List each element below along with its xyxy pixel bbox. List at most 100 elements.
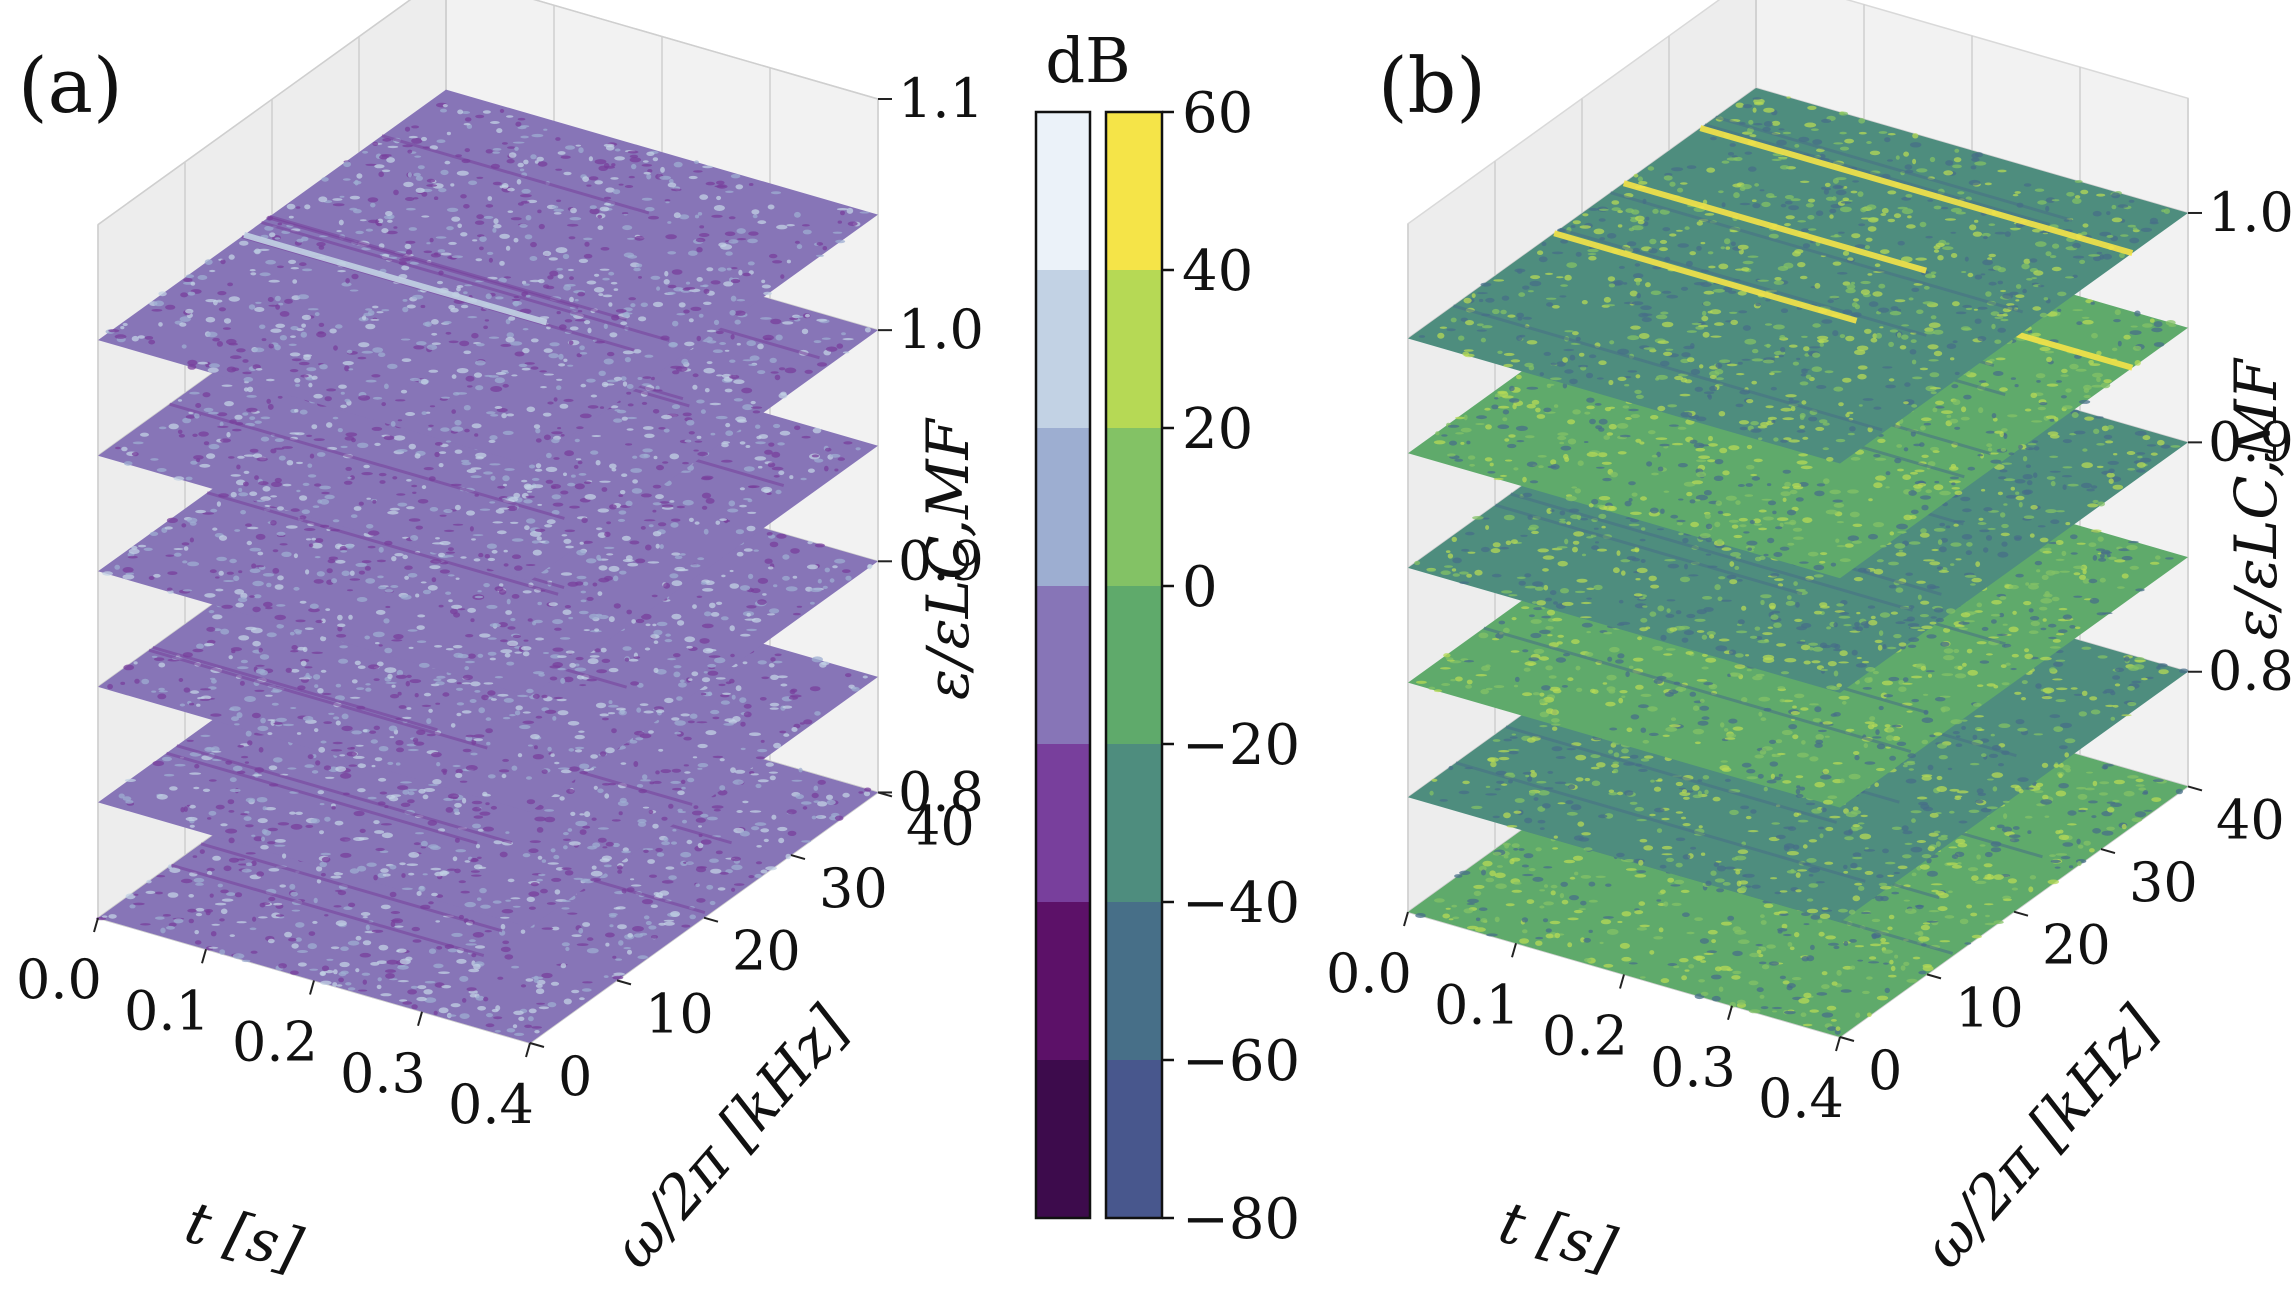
- slice-speckle: [271, 481, 282, 487]
- slice-speckle: [470, 752, 478, 756]
- slice-speckle: [476, 214, 484, 220]
- slice-speckle: [730, 653, 735, 658]
- slice-speckle: [723, 723, 734, 726]
- slice-speckle: [587, 845, 597, 850]
- slice-speckle: [560, 963, 567, 969]
- slice-speckle: [664, 697, 674, 704]
- slice-speckle: [732, 779, 744, 785]
- slice-speckle: [258, 916, 268, 919]
- slice-speckle: [407, 799, 415, 804]
- slice-speckle: [451, 216, 461, 222]
- slice-speckle: [489, 623, 501, 628]
- slice-speckle: [346, 349, 353, 354]
- slice-speckle: [404, 565, 413, 570]
- slice-speckle: [208, 946, 219, 949]
- slice-speckle: [590, 870, 603, 877]
- slice-speckle: [817, 779, 826, 785]
- slice-speckle: [376, 559, 386, 563]
- slice-speckle: [473, 815, 484, 819]
- slice-speckle: [749, 810, 762, 813]
- slice-speckle: [195, 882, 204, 886]
- slice-speckle: [262, 486, 271, 492]
- slice-speckle: [187, 908, 197, 913]
- slice-speckle: [310, 818, 320, 824]
- slice-speckle: [651, 594, 658, 598]
- slice-speckle: [158, 322, 163, 327]
- slice-speckle: [696, 435, 702, 439]
- slice-speckle: [332, 416, 339, 420]
- slice-speckle: [583, 481, 592, 484]
- slice-speckle: [601, 717, 609, 721]
- slice-speckle: [834, 815, 844, 821]
- slice-speckle: [326, 568, 333, 574]
- slice-speckle: [300, 331, 307, 338]
- slice-speckle: [207, 367, 219, 373]
- slice-speckle: [341, 570, 350, 577]
- slice-speckle: [385, 605, 391, 609]
- slice-speckle: [670, 518, 681, 522]
- slice-speckle: [387, 673, 393, 680]
- slice-speckle: [486, 604, 498, 609]
- slice-speckle: [748, 485, 757, 489]
- slice-speckle: [679, 679, 685, 683]
- slice-speckle: [755, 441, 766, 445]
- slice-speckle: [339, 645, 348, 649]
- slice-speckle: [276, 265, 284, 269]
- slice-speckle: [299, 495, 308, 501]
- slice-speckle: [251, 563, 257, 569]
- slice-speckle: [474, 220, 485, 225]
- slice-speckle: [245, 852, 256, 855]
- slice-speckle: [304, 764, 315, 768]
- slice-speckle: [285, 525, 298, 529]
- slice-speckle: [336, 230, 342, 233]
- slice-speckle: [590, 754, 598, 759]
- slice-speckle: [608, 667, 619, 673]
- slice-speckle: [716, 180, 725, 185]
- slice-speckle: [421, 215, 430, 218]
- slice-speckle: [626, 428, 634, 431]
- slice-speckle: [220, 908, 228, 915]
- slice-speckle: [204, 642, 215, 647]
- slice-speckle: [476, 897, 482, 901]
- slice-speckle: [168, 922, 177, 927]
- slice-speckle: [775, 489, 782, 495]
- slice-speckle: [671, 841, 677, 845]
- slice-speckle: [223, 318, 232, 324]
- slice-speckle: [599, 480, 611, 483]
- slice-speckle: [665, 201, 670, 204]
- slice-speckle: [525, 978, 534, 982]
- slice-speckle: [641, 899, 654, 905]
- slice-speckle: [121, 446, 128, 452]
- slice-speckle: [311, 424, 318, 430]
- slice-speckle: [408, 646, 414, 650]
- slice-speckle: [837, 457, 845, 461]
- slice-speckle: [646, 151, 655, 156]
- slice-speckle: [437, 249, 446, 253]
- slice-speckle: [605, 932, 615, 938]
- slice-speckle: [550, 848, 556, 853]
- slice-speckle: [655, 892, 664, 898]
- slice-speckle: [502, 475, 510, 482]
- slice-speckle: [832, 231, 843, 234]
- slice-speckle: [842, 792, 850, 798]
- slice-speckle: [729, 583, 740, 589]
- slice-speckle: [563, 358, 568, 362]
- slice-speckle: [335, 683, 342, 688]
- slice-speckle: [429, 405, 436, 408]
- slice-speckle: [617, 865, 623, 870]
- slice-speckle: [331, 578, 338, 584]
- slice-speckle: [691, 810, 703, 816]
- slice-speckle: [397, 691, 402, 696]
- slice-speckle: [720, 459, 733, 463]
- slice-speckle: [373, 725, 380, 730]
- slice-speckle: [258, 747, 264, 753]
- slice-speckle: [167, 571, 178, 575]
- slice-speckle: [582, 825, 591, 829]
- slice-speckle: [627, 933, 633, 938]
- slice-speckle: [795, 794, 804, 800]
- slice-speckle: [761, 279, 766, 284]
- slice-speckle: [436, 894, 444, 898]
- slice-speckle: [365, 379, 377, 383]
- slice-speckle: [759, 697, 767, 701]
- slice-speckle: [746, 340, 756, 347]
